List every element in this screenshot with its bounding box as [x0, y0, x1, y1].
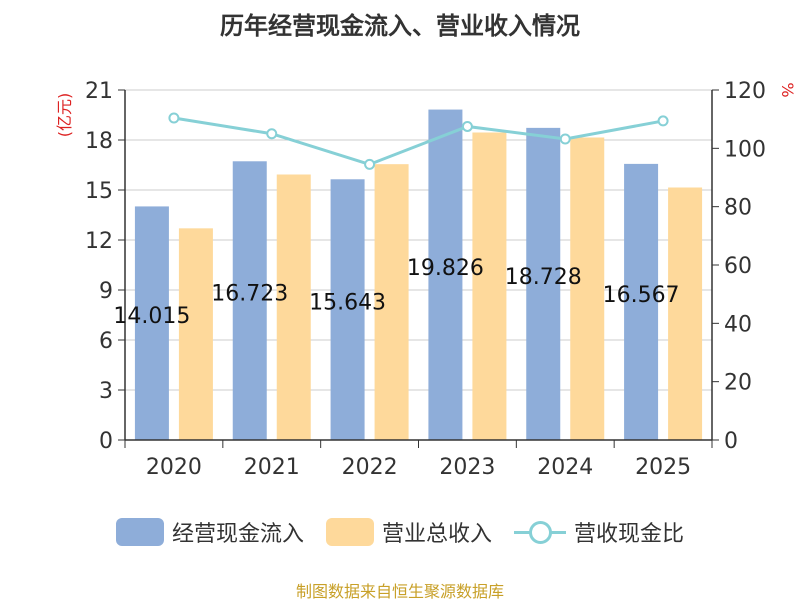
bar-revenue	[570, 137, 605, 440]
y-right-tick-label: 40	[724, 312, 752, 337]
point-ratio	[657, 115, 669, 127]
bar-cash-inflow	[526, 127, 561, 440]
bar-cash-inflow	[232, 161, 267, 441]
bar-cash-inflow	[428, 109, 463, 441]
y-left-tick-label: 6	[99, 329, 113, 354]
legend-item-revenue[interactable]: 营业总收入	[325, 516, 492, 548]
y-left-tick-label: 18	[85, 129, 113, 154]
data-label: 16.723	[211, 282, 288, 307]
x-tick-label: 2021	[244, 455, 300, 480]
y-left-tick-label: 9	[99, 279, 113, 304]
x-tick-label: 2025	[635, 455, 691, 480]
bar-cash-inflow	[134, 206, 169, 440]
bar-revenue	[374, 164, 409, 440]
data-label: 19.826	[407, 256, 484, 281]
y-right-tick-label: 120	[724, 79, 766, 104]
data-label: 14.015	[113, 304, 190, 329]
point-ratio	[266, 128, 278, 140]
legend-label-cash-inflow: 经营现金流入	[171, 522, 304, 547]
chart-title: 历年经营现金流入、营业收入情况	[220, 12, 580, 40]
legend-item-ratio[interactable]: 营收现金比	[514, 516, 684, 548]
y-left-tick-label: 0	[99, 429, 113, 454]
bar-revenue	[276, 174, 311, 440]
legend-label-revenue: 营业总收入	[381, 522, 492, 547]
legend-item-cash-inflow[interactable]: 经营现金流入	[115, 516, 304, 548]
data-label: 15.643	[309, 291, 386, 316]
point-ratio	[168, 112, 180, 124]
source-note: 制图数据来自恒生聚源数据库	[295, 582, 504, 601]
chart-legend: 经营现金流入 营业总收入 营收现金比	[0, 516, 800, 548]
legend-swatch-cash-inflow	[115, 518, 164, 546]
y-left-axis-title: (亿元)	[55, 93, 74, 138]
y-right-tick-label: 80	[724, 196, 752, 221]
legend-label-ratio: 营收现金比	[574, 522, 685, 547]
point-ratio	[364, 158, 376, 170]
x-tick-label: 2020	[146, 455, 202, 480]
y-right-axis-title: %	[778, 82, 797, 97]
point-ratio	[461, 120, 473, 132]
bar-revenue	[472, 132, 507, 440]
y-left-tick-label: 3	[99, 379, 113, 404]
data-label: 18.728	[505, 265, 582, 290]
bar-revenue	[178, 228, 213, 440]
y-right-tick-label: 60	[724, 254, 752, 279]
x-tick-label: 2022	[342, 455, 398, 480]
y-right-tick-label: 20	[724, 371, 752, 396]
legend-swatch-ratio	[514, 518, 566, 546]
x-tick-label: 2023	[439, 455, 495, 480]
x-tick-label: 2024	[537, 455, 593, 480]
bar-revenue	[668, 187, 703, 440]
y-right-tick-label: 100	[724, 137, 766, 162]
legend-swatch-revenue	[325, 518, 374, 546]
bar-cash-inflow	[330, 179, 365, 441]
y-left-tick-label: 12	[85, 229, 113, 254]
bar-cash-inflow	[624, 163, 659, 440]
y-left-tick-label: 21	[85, 79, 113, 104]
data-label: 16.567	[603, 283, 680, 308]
line-ratio	[173, 116, 664, 166]
y-right-tick-label: 0	[724, 429, 738, 454]
y-left-tick-label: 15	[85, 179, 113, 204]
point-ratio	[559, 133, 571, 145]
